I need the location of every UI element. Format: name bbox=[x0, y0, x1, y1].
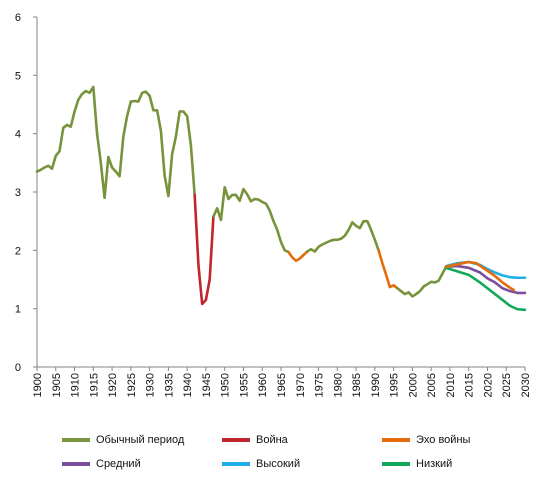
series-line-5 bbox=[377, 249, 399, 290]
legend-label: Высокий bbox=[256, 458, 301, 470]
legend-swatch bbox=[62, 462, 90, 466]
legend-label: Низкий bbox=[416, 458, 453, 470]
series-line-6 bbox=[396, 265, 448, 298]
legend-label: Обычный период bbox=[96, 434, 185, 446]
x-tick-label: 2005 bbox=[426, 373, 438, 397]
x-tick-label: 1995 bbox=[389, 373, 401, 397]
x-tick-label: 2025 bbox=[501, 373, 513, 397]
x-tick-label: 1940 bbox=[182, 373, 194, 397]
x-tick-label: 1955 bbox=[238, 373, 250, 397]
y-tick-label: 0 bbox=[15, 362, 21, 374]
series-line-1 bbox=[193, 193, 215, 306]
y-tick-label: 5 bbox=[15, 70, 21, 82]
legend-swatch bbox=[382, 438, 410, 442]
legend-swatch bbox=[62, 438, 90, 442]
x-tick-label: 1910 bbox=[70, 373, 82, 397]
legend-label: Война bbox=[256, 434, 288, 446]
x-tick-label: 1935 bbox=[163, 373, 175, 397]
x-tick-label: 1920 bbox=[107, 373, 119, 397]
series-line-7 bbox=[444, 264, 527, 295]
x-tick-label: 1930 bbox=[145, 373, 157, 397]
x-tick-label: 1945 bbox=[201, 373, 213, 397]
x-tick-label: 1980 bbox=[332, 373, 344, 397]
y-tick-label: 3 bbox=[15, 187, 21, 199]
legend-swatch bbox=[222, 462, 250, 466]
series-line-2 bbox=[212, 186, 290, 254]
x-tick-label: 1925 bbox=[126, 373, 138, 397]
series-line-3 bbox=[287, 250, 309, 263]
series-line-0 bbox=[35, 85, 196, 200]
legend-item: Низкий bbox=[382, 456, 452, 472]
x-tick-label: 1950 bbox=[220, 373, 232, 397]
x-tick-label: 1975 bbox=[314, 373, 326, 397]
legend-label: Средний bbox=[96, 458, 141, 470]
x-tick-label: 1905 bbox=[51, 373, 63, 397]
series-line-9 bbox=[444, 266, 527, 312]
legend-item: Обычный период bbox=[62, 432, 184, 448]
series-line-10 bbox=[444, 260, 516, 292]
y-tick-label: 2 bbox=[15, 245, 21, 257]
legend-item: Средний bbox=[62, 456, 141, 472]
x-tick-label: 2000 bbox=[407, 373, 419, 397]
x-tick-label: 2020 bbox=[482, 373, 494, 397]
x-tick-label: 1985 bbox=[351, 373, 363, 397]
x-tick-label: 1965 bbox=[276, 373, 288, 397]
x-tick-label: 2010 bbox=[445, 373, 457, 397]
legend-swatch bbox=[382, 462, 410, 466]
x-tick-label: 1900 bbox=[32, 373, 44, 397]
y-tick-label: 4 bbox=[15, 129, 21, 141]
y-tick-label: 1 bbox=[15, 304, 21, 316]
y-tick-label: 6 bbox=[15, 12, 21, 24]
x-tick-label: 1915 bbox=[88, 373, 100, 397]
x-tick-label: 2030 bbox=[520, 373, 532, 397]
legend-item: Война bbox=[222, 432, 288, 448]
legend-item: Высокий bbox=[222, 456, 300, 472]
legend-item: Эхо войны bbox=[382, 432, 470, 448]
legend-swatch bbox=[222, 438, 250, 442]
x-tick-label: 1960 bbox=[257, 373, 269, 397]
x-tick-label: 1990 bbox=[370, 373, 382, 397]
x-tick-label: 2015 bbox=[464, 373, 476, 397]
legend-label: Эхо войны bbox=[416, 434, 471, 446]
series-line-4 bbox=[305, 219, 380, 253]
x-tick-label: 1970 bbox=[295, 373, 307, 397]
